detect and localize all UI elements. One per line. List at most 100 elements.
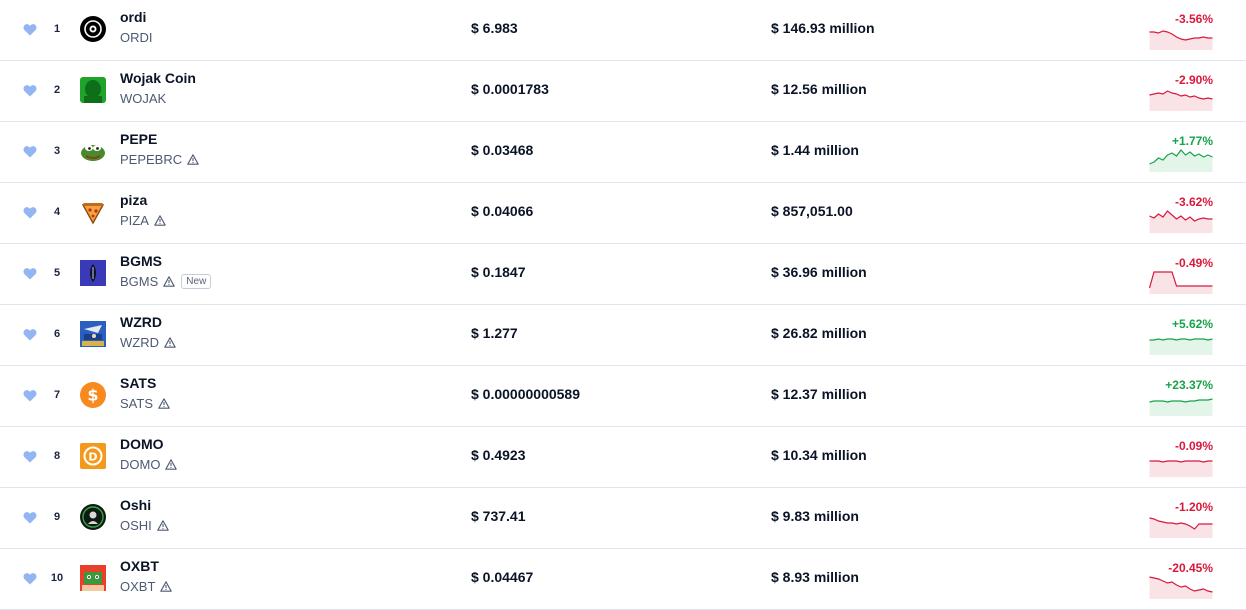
sparkline-area bbox=[1149, 399, 1213, 416]
rank-number: 8 bbox=[53, 450, 61, 462]
token-name[interactable]: ordi bbox=[120, 9, 147, 25]
sparkline-area bbox=[1149, 339, 1213, 355]
token-symbol-line: BGMS New bbox=[120, 274, 212, 289]
rank-number: 1 bbox=[53, 23, 61, 35]
piza-logo-icon bbox=[81, 203, 105, 225]
token-name[interactable]: WZRD bbox=[120, 314, 162, 330]
table-row[interactable]: 6 WZRD WZRD $ 1.277 $ 26.82 million +5.6… bbox=[0, 305, 1246, 366]
token-volume: $ 8.93 million bbox=[771, 569, 859, 585]
wzrd-logo-icon bbox=[80, 321, 106, 347]
token-symbol: OXBT bbox=[120, 579, 156, 594]
table-row[interactable]: 1 ordi ORDI $ 6.983 $ 146.93 million -3.… bbox=[0, 0, 1246, 61]
token-name[interactable]: PEPE bbox=[120, 131, 158, 147]
sparkline-chart bbox=[1149, 460, 1213, 477]
warning-icon[interactable] bbox=[187, 154, 199, 165]
token-symbol-line: OSHI bbox=[120, 518, 169, 533]
token-symbol-line: OXBT bbox=[120, 579, 173, 594]
sparkline-line bbox=[1149, 271, 1213, 289]
token-price: $ 0.0001783 bbox=[471, 81, 549, 97]
token-symbol: ORDI bbox=[120, 30, 153, 45]
token-name[interactable]: Wojak Coin bbox=[120, 70, 196, 86]
new-badge: New bbox=[181, 274, 212, 289]
sparkline-line bbox=[1149, 338, 1213, 341]
wojak-logo-icon bbox=[80, 77, 106, 103]
table-row[interactable]: 2 Wojak Coin WOJAK $ 0.0001783 $ 12.56 m… bbox=[0, 61, 1246, 122]
heart-icon[interactable] bbox=[23, 206, 37, 219]
token-name[interactable]: BGMS bbox=[120, 253, 162, 269]
warning-icon[interactable] bbox=[157, 520, 169, 531]
token-price: $ 6.983 bbox=[471, 20, 518, 36]
price-change: -1.20% bbox=[1174, 500, 1213, 514]
rank-number: 4 bbox=[53, 206, 61, 218]
token-volume: $ 12.37 million bbox=[771, 386, 867, 402]
token-name[interactable]: DOMO bbox=[120, 436, 164, 452]
ordi-logo-icon bbox=[80, 16, 106, 42]
rank-number: 2 bbox=[53, 84, 61, 96]
token-symbol: PEPEBRC bbox=[120, 152, 183, 167]
token-symbol-line: WOJAK bbox=[120, 91, 166, 106]
rank-number: 3 bbox=[53, 145, 61, 157]
token-symbol: BGMS bbox=[120, 274, 159, 289]
domo-logo-icon: D bbox=[80, 443, 106, 469]
heart-icon[interactable] bbox=[23, 23, 37, 36]
price-change: +23.37% bbox=[1165, 378, 1213, 392]
sparkline-area bbox=[1149, 272, 1213, 294]
sparkline-line bbox=[1149, 210, 1213, 222]
sparkline-line bbox=[1149, 576, 1213, 593]
token-symbol-line: DOMO bbox=[120, 457, 178, 472]
sparkline-chart bbox=[1149, 90, 1213, 111]
warning-icon[interactable] bbox=[154, 215, 166, 226]
sparkline-chart bbox=[1149, 149, 1213, 172]
sats-logo-icon: $ bbox=[80, 382, 106, 408]
token-symbol: DOMO bbox=[120, 457, 161, 472]
token-name[interactable]: OXBT bbox=[120, 558, 159, 574]
table-row[interactable]: 9 Oshi OSHI $ 737.41 $ 9.83 million -1.2… bbox=[0, 488, 1246, 549]
sparkline-area bbox=[1149, 91, 1213, 111]
rank-number: 7 bbox=[53, 389, 61, 401]
rank-number: 10 bbox=[50, 572, 64, 584]
token-volume: $ 36.96 million bbox=[771, 264, 867, 280]
sparkline-chart bbox=[1149, 576, 1213, 599]
sparkline-chart bbox=[1149, 517, 1213, 538]
table-row[interactable]: 8 D DOMO DOMO $ 0.4923 $ 10.34 million -… bbox=[0, 427, 1246, 488]
price-change: -0.09% bbox=[1174, 439, 1213, 453]
sparkline-chart bbox=[1149, 338, 1213, 355]
oxbt-logo-icon bbox=[80, 565, 106, 591]
table-row[interactable]: 10 OXBT OXBT $ 0.04467 $ 8.93 million -2… bbox=[0, 549, 1246, 610]
table-row[interactable]: 7 $ SATS SATS $ 0.00000000589 $ 12.37 mi… bbox=[0, 366, 1246, 427]
heart-icon[interactable] bbox=[23, 328, 37, 341]
warning-icon[interactable] bbox=[165, 459, 178, 470]
table-row[interactable]: 5 BGMS BGMS New $ 0.1847 $ 36.96 million… bbox=[0, 244, 1246, 305]
token-volume: $ 26.82 million bbox=[771, 325, 867, 341]
warning-icon[interactable] bbox=[158, 398, 170, 409]
heart-icon[interactable] bbox=[23, 511, 37, 524]
sparkline-line bbox=[1149, 30, 1213, 41]
token-symbol-line: WZRD bbox=[120, 335, 176, 350]
svg-text:D: D bbox=[88, 451, 97, 464]
heart-icon[interactable] bbox=[23, 389, 37, 402]
warning-icon[interactable] bbox=[160, 581, 173, 592]
warning-icon[interactable] bbox=[164, 337, 176, 348]
sparkline-area bbox=[1149, 461, 1213, 477]
price-change: -0.49% bbox=[1174, 256, 1213, 270]
token-name[interactable]: piza bbox=[120, 192, 148, 208]
heart-icon[interactable] bbox=[23, 267, 37, 280]
heart-icon[interactable] bbox=[23, 572, 37, 585]
sparkline-line bbox=[1149, 517, 1213, 530]
sparkline-chart bbox=[1149, 210, 1213, 233]
rank-number: 5 bbox=[53, 267, 61, 279]
heart-icon[interactable] bbox=[23, 84, 37, 97]
warning-icon[interactable] bbox=[163, 276, 176, 287]
table-row[interactable]: 4 piza PIZA $ 0.04066 $ 857,051.00 -3.62… bbox=[0, 183, 1246, 244]
oshi-logo-icon bbox=[80, 504, 106, 530]
token-name[interactable]: Oshi bbox=[120, 497, 152, 513]
token-name[interactable]: SATS bbox=[120, 375, 157, 391]
price-change: +5.62% bbox=[1171, 317, 1213, 331]
heart-icon[interactable] bbox=[23, 450, 37, 463]
heart-icon[interactable] bbox=[23, 145, 37, 158]
table-row[interactable]: 3 PEPE PEPEBRC $ 0.03468 $ 1.44 million … bbox=[0, 122, 1246, 183]
token-volume: $ 10.34 million bbox=[771, 447, 867, 463]
sparkline-area bbox=[1149, 211, 1213, 233]
token-symbol: OSHI bbox=[120, 518, 152, 533]
sparkline-line bbox=[1149, 460, 1213, 463]
